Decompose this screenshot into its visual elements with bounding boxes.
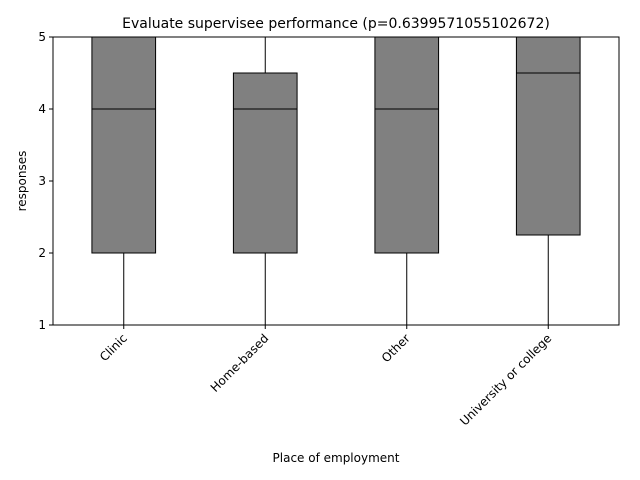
y-axis: 1 2 3 4 5 — [38, 30, 53, 332]
y-tick-label: 4 — [38, 102, 46, 116]
plot-frame — [52, 36, 620, 326]
x-axis-label: Place of employment — [273, 451, 400, 465]
box-clinic — [91, 36, 157, 326]
plot-area — [91, 36, 581, 326]
chart-title: Evaluate supervisee performance (p=0.639… — [122, 16, 550, 32]
box-university-or-college — [515, 36, 581, 326]
y-tick-label: 2 — [38, 246, 46, 260]
iqr-box — [232, 72, 298, 254]
y-axis-label: responses — [15, 151, 29, 212]
y-tick-label: 1 — [38, 318, 46, 332]
iqr-box — [374, 36, 440, 254]
y-tick-label: 5 — [38, 30, 46, 44]
iqr-box — [91, 36, 157, 254]
box-home-based — [232, 36, 298, 326]
y-tick-label: 3 — [38, 174, 46, 188]
iqr-box — [515, 36, 581, 236]
